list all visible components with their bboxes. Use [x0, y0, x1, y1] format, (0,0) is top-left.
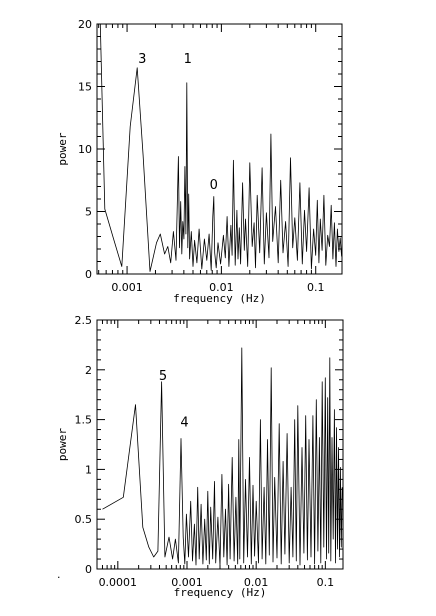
y-tick-label: 20 [78, 18, 92, 31]
x-tick-label: 0.001 [171, 576, 203, 589]
x-axis-label: frequency (Hz) [174, 586, 267, 599]
y-tick-label: 0 [85, 268, 92, 281]
y-tick-label: 5 [85, 206, 92, 219]
x-tick-label: 0.0001 [99, 576, 138, 589]
bottom-periodogram-panel: 0.0001 0.001 0.01 0.1 0 0.5 1 1.5 2 2.5 frequency … [56, 314, 344, 599]
power-spectrum-line [102, 347, 343, 567]
y-tick-label: 15 [78, 81, 92, 94]
peak-label: 4 [180, 416, 188, 431]
y-tick-label: 1.5 [75, 414, 93, 427]
y-tick-label: 0.5 [75, 513, 93, 526]
y-axis-label: power [56, 428, 69, 461]
y-tick-label: 2.5 [75, 314, 93, 327]
y-tick-label: 1 [85, 463, 92, 476]
x-tick-label: 0.1 [317, 576, 335, 589]
x-axis-label: frequency (Hz) [173, 292, 266, 305]
stray-mark: . [57, 568, 61, 581]
x-tick-label: 0.1 [307, 281, 325, 294]
power-spectrum-line [99, 24, 342, 272]
peak-label: 3 [138, 52, 146, 67]
peak-label: 1 [184, 52, 192, 67]
plot-frame [96, 23, 343, 275]
y-tick-label: 10 [78, 143, 92, 156]
peak-label: 0 [210, 178, 218, 193]
peak-label: 5 [159, 369, 167, 384]
x-tick-label: 0.01 [244, 576, 269, 589]
y-axis-label: power [56, 132, 69, 165]
y-tick-label: 0 [85, 563, 92, 576]
x-tick-label: 0.01 [209, 281, 234, 294]
y-tick-label: 2 [85, 364, 92, 377]
x-tick-label: 0.001 [111, 281, 143, 294]
